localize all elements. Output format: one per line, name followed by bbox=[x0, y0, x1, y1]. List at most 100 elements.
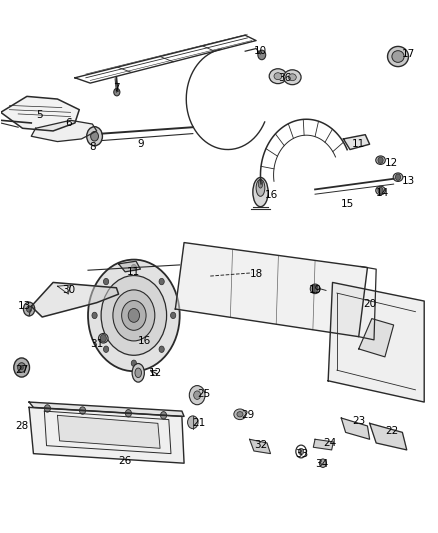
Text: 28: 28 bbox=[15, 421, 28, 431]
Polygon shape bbox=[29, 407, 184, 463]
Circle shape bbox=[194, 391, 201, 399]
Text: 13: 13 bbox=[18, 301, 32, 311]
Text: 24: 24 bbox=[324, 438, 337, 448]
Polygon shape bbox=[119, 261, 141, 272]
Circle shape bbox=[91, 132, 99, 141]
Ellipse shape bbox=[99, 334, 108, 343]
Text: 5: 5 bbox=[37, 110, 43, 120]
Text: 34: 34 bbox=[315, 459, 328, 469]
Polygon shape bbox=[175, 243, 367, 337]
Text: 29: 29 bbox=[241, 410, 254, 421]
Circle shape bbox=[14, 358, 29, 377]
Polygon shape bbox=[250, 439, 271, 454]
Ellipse shape bbox=[388, 46, 409, 67]
Text: 25: 25 bbox=[197, 389, 210, 399]
Ellipse shape bbox=[237, 411, 243, 417]
Circle shape bbox=[101, 276, 166, 356]
Polygon shape bbox=[31, 282, 119, 317]
Circle shape bbox=[88, 260, 180, 371]
Text: 20: 20 bbox=[363, 298, 376, 309]
Circle shape bbox=[18, 363, 25, 372]
Ellipse shape bbox=[284, 70, 301, 85]
Text: 6: 6 bbox=[65, 118, 72, 128]
Circle shape bbox=[170, 312, 176, 319]
Circle shape bbox=[20, 366, 23, 369]
Ellipse shape bbox=[392, 51, 404, 62]
Text: 18: 18 bbox=[250, 270, 263, 279]
Circle shape bbox=[125, 409, 131, 417]
Polygon shape bbox=[29, 402, 184, 416]
Text: 10: 10 bbox=[254, 46, 267, 56]
Text: 27: 27 bbox=[15, 365, 28, 375]
Ellipse shape bbox=[253, 177, 268, 207]
Text: 11: 11 bbox=[127, 267, 141, 277]
Ellipse shape bbox=[376, 186, 385, 195]
Text: 30: 30 bbox=[62, 286, 75, 295]
Circle shape bbox=[189, 385, 205, 405]
Text: 7: 7 bbox=[113, 83, 120, 93]
Circle shape bbox=[159, 278, 164, 285]
Circle shape bbox=[80, 407, 85, 414]
Circle shape bbox=[131, 360, 137, 367]
Ellipse shape bbox=[132, 364, 145, 382]
Circle shape bbox=[100, 335, 106, 342]
Polygon shape bbox=[343, 135, 370, 150]
Circle shape bbox=[396, 174, 401, 180]
Text: 31: 31 bbox=[90, 338, 103, 349]
Text: 23: 23 bbox=[352, 416, 365, 426]
Text: 32: 32 bbox=[254, 440, 267, 450]
Polygon shape bbox=[57, 415, 160, 448]
Text: 9: 9 bbox=[137, 139, 144, 149]
Circle shape bbox=[113, 290, 155, 341]
Circle shape bbox=[128, 309, 140, 322]
Circle shape bbox=[319, 459, 326, 467]
Text: 33: 33 bbox=[295, 449, 309, 458]
Circle shape bbox=[131, 264, 137, 271]
Text: 16: 16 bbox=[265, 190, 278, 200]
Ellipse shape bbox=[393, 173, 403, 181]
Circle shape bbox=[87, 127, 102, 146]
Text: 15: 15 bbox=[341, 199, 354, 209]
Ellipse shape bbox=[376, 156, 385, 165]
Circle shape bbox=[187, 416, 198, 429]
Polygon shape bbox=[341, 418, 370, 439]
Text: 19: 19 bbox=[308, 286, 321, 295]
Circle shape bbox=[298, 448, 304, 455]
Text: 13: 13 bbox=[402, 176, 416, 187]
Circle shape bbox=[378, 187, 383, 193]
Text: 21: 21 bbox=[193, 418, 206, 429]
Circle shape bbox=[44, 405, 50, 412]
Circle shape bbox=[159, 346, 164, 352]
Circle shape bbox=[92, 312, 97, 319]
Ellipse shape bbox=[274, 72, 282, 79]
Text: 12: 12 bbox=[149, 368, 162, 378]
Ellipse shape bbox=[234, 409, 246, 419]
Text: 36: 36 bbox=[278, 73, 291, 83]
Circle shape bbox=[26, 306, 32, 312]
Ellipse shape bbox=[256, 179, 265, 196]
Polygon shape bbox=[31, 120, 97, 142]
Text: 16: 16 bbox=[138, 336, 152, 346]
Circle shape bbox=[23, 302, 35, 316]
Circle shape bbox=[122, 301, 146, 330]
Text: 22: 22 bbox=[385, 426, 398, 437]
Text: 12: 12 bbox=[385, 158, 398, 168]
Circle shape bbox=[258, 50, 266, 60]
Circle shape bbox=[160, 411, 166, 419]
Ellipse shape bbox=[310, 284, 320, 294]
Ellipse shape bbox=[135, 368, 141, 377]
Polygon shape bbox=[1, 96, 79, 131]
Text: 8: 8 bbox=[89, 142, 95, 152]
Circle shape bbox=[103, 346, 109, 352]
Ellipse shape bbox=[288, 74, 296, 80]
Polygon shape bbox=[328, 282, 424, 402]
Circle shape bbox=[312, 285, 318, 293]
Text: 14: 14 bbox=[376, 188, 389, 198]
Circle shape bbox=[103, 278, 109, 285]
Circle shape bbox=[378, 157, 383, 164]
Ellipse shape bbox=[258, 180, 263, 188]
Text: 11: 11 bbox=[352, 139, 365, 149]
Text: 26: 26 bbox=[119, 456, 132, 465]
Circle shape bbox=[114, 88, 120, 96]
Polygon shape bbox=[313, 439, 333, 450]
